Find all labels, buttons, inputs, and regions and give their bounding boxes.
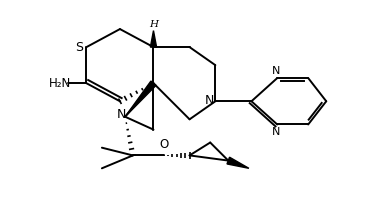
Text: N: N bbox=[116, 108, 126, 121]
Polygon shape bbox=[227, 157, 249, 168]
Text: H₂N: H₂N bbox=[49, 77, 71, 90]
Text: S: S bbox=[75, 41, 83, 54]
Text: O: O bbox=[159, 138, 168, 151]
Text: N: N bbox=[272, 126, 280, 136]
Text: H: H bbox=[149, 20, 158, 29]
Polygon shape bbox=[125, 81, 156, 117]
Text: N: N bbox=[205, 94, 214, 107]
Polygon shape bbox=[150, 31, 157, 47]
Text: N: N bbox=[272, 66, 280, 76]
